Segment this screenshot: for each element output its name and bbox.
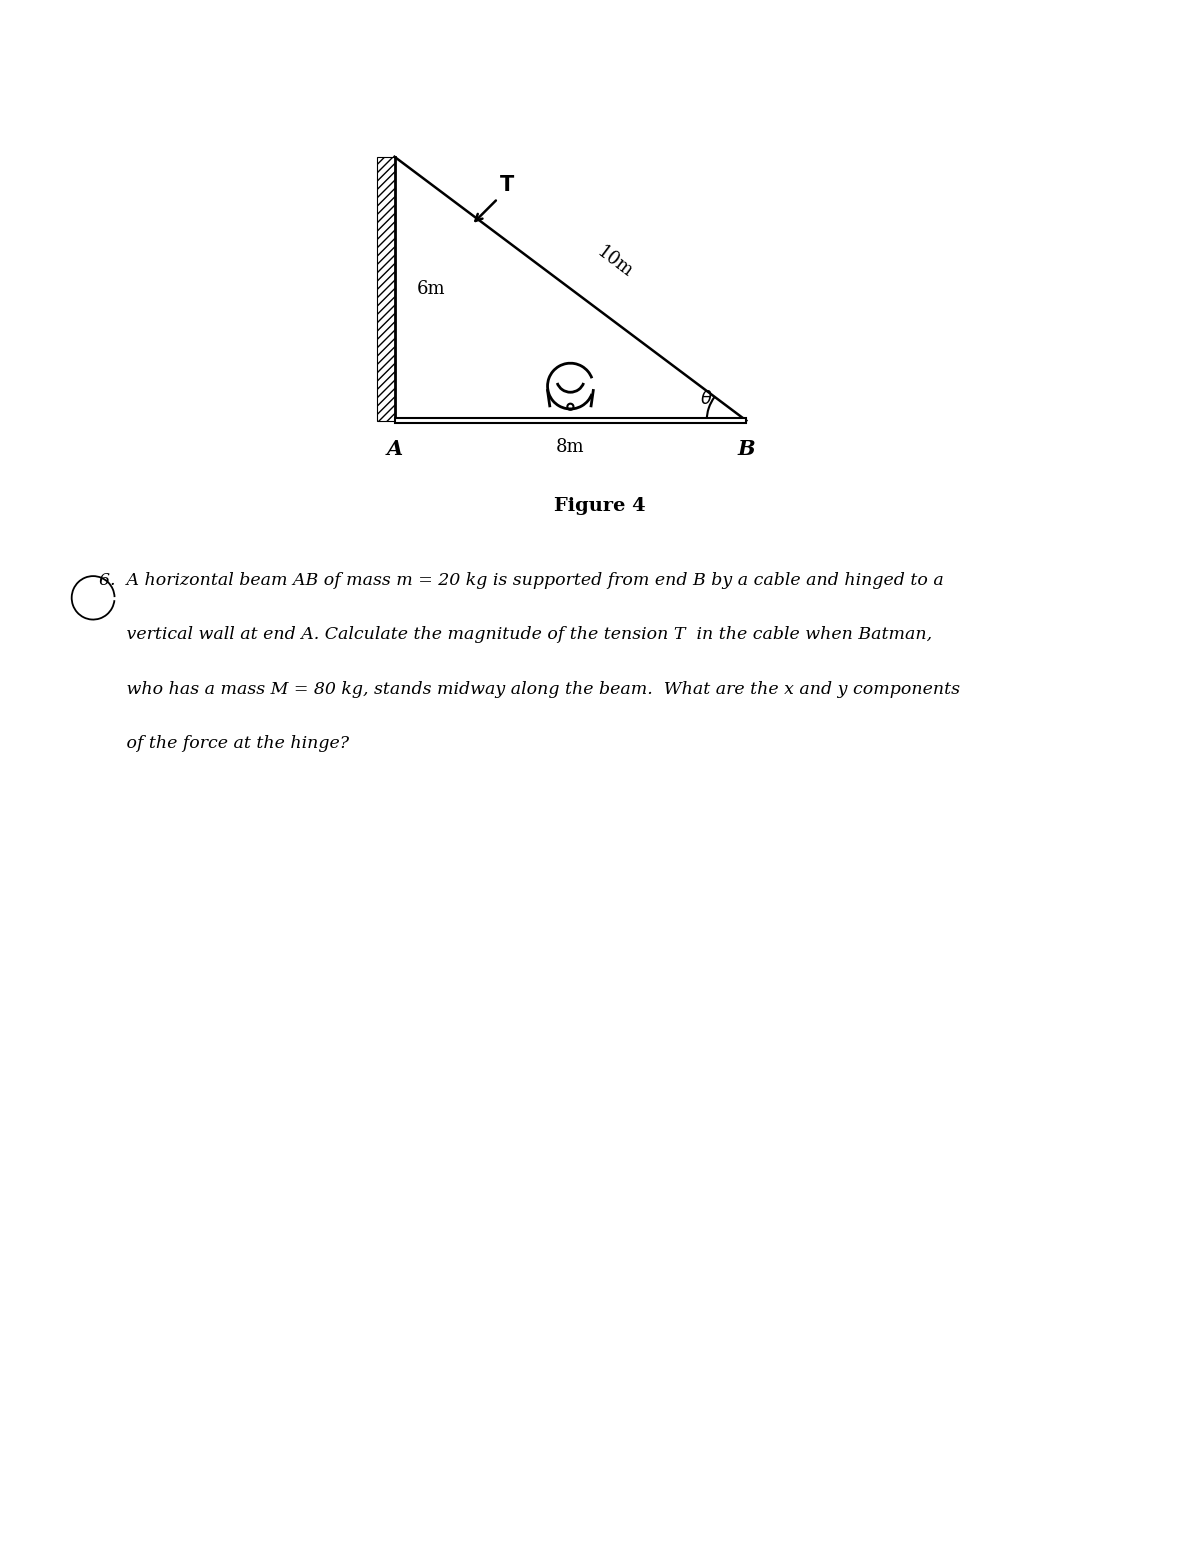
Text: T: T xyxy=(499,175,514,196)
Text: $\theta$: $\theta$ xyxy=(701,391,713,408)
Text: vertical wall at end A. Calculate the magnitude of the tension T  in the cable w: vertical wall at end A. Calculate the ma… xyxy=(98,627,932,643)
Bar xyxy=(377,157,395,421)
Bar xyxy=(395,417,746,424)
Text: Figure 4: Figure 4 xyxy=(554,497,646,515)
Text: B: B xyxy=(738,439,755,459)
Text: 8m: 8m xyxy=(556,438,584,456)
Text: 10m: 10m xyxy=(593,244,636,281)
Text: A: A xyxy=(386,439,403,459)
Text: 6m: 6m xyxy=(416,279,445,298)
Text: who has a mass M = 80 kg, stands midway along the beam.  What are the x and y co: who has a mass M = 80 kg, stands midway … xyxy=(98,681,960,697)
Text: 6.  A horizontal beam AB of mass m = 20 kg is supported from end B by a cable an: 6. A horizontal beam AB of mass m = 20 k… xyxy=(98,573,943,588)
Text: of the force at the hinge?: of the force at the hinge? xyxy=(98,736,349,751)
